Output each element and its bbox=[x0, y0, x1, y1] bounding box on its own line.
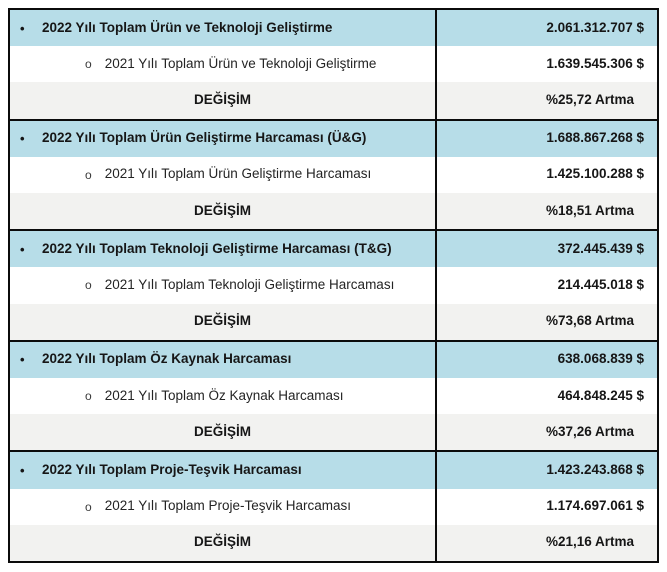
hollow-bullet-icon: o bbox=[85, 57, 92, 72]
metric-label-cell: • 2022 Yılı Toplam Ürün ve Teknoloji Gel… bbox=[10, 10, 435, 46]
metric-label-cell: o 2021 Yılı Toplam Ürün ve Teknoloji Gel… bbox=[10, 46, 435, 82]
metric-label-cell: • 2022 Yılı Toplam Öz Kaynak Harcaması bbox=[10, 342, 435, 378]
metric-2022-value: 1.688.867.268 $ bbox=[435, 120, 657, 157]
metric-2022-label: 2022 Yılı Toplam Ürün ve Teknoloji Geliş… bbox=[42, 19, 333, 35]
metric-2021-value: 214.445.018 $ bbox=[435, 267, 657, 304]
metric-2021-label: 2021 Yılı Toplam Ürün Geliştirme Harcama… bbox=[104, 166, 372, 182]
hollow-bullet-icon: o bbox=[85, 389, 92, 404]
filled-bullet-icon: • bbox=[20, 241, 25, 257]
change-value: %21,16 Artma bbox=[435, 524, 657, 561]
metric-section-oz-kaynak: • 2022 Yılı Toplam Öz Kaynak Harcaması 6… bbox=[10, 339, 657, 451]
row-change: DEĞİŞİM %21,16 Artma bbox=[10, 524, 657, 561]
metric-2022-value: 372.445.439 $ bbox=[435, 231, 657, 268]
row-change: DEĞİŞİM %37,26 Artma bbox=[10, 414, 657, 451]
metric-label-cell: o 2021 Yılı Toplam Teknoloji Geliştirme … bbox=[10, 267, 435, 303]
change-value: %37,26 Artma bbox=[435, 414, 657, 451]
change-label: DEĞİŞİM bbox=[193, 313, 251, 329]
metric-label-cell: o 2021 Yılı Toplam Öz Kaynak Harcaması bbox=[10, 378, 435, 414]
filled-bullet-icon: • bbox=[20, 352, 25, 368]
row-2021-total: o 2021 Yılı Toplam Öz Kaynak Harcaması 4… bbox=[10, 377, 657, 415]
metric-2022-value: 2.061.312.707 $ bbox=[435, 10, 657, 47]
metric-label-cell: • 2022 Yılı Toplam Proje-Teşvik Harcamas… bbox=[10, 452, 435, 488]
change-value: %18,51 Artma bbox=[435, 193, 657, 230]
metric-2022-label: 2022 Yılı Toplam Ürün Geliştirme Harcama… bbox=[42, 130, 367, 146]
row-2022-total: • 2022 Yılı Toplam Proje-Teşvik Harcamas… bbox=[10, 452, 657, 489]
metric-2021-label: 2021 Yılı Toplam Öz Kaynak Harcaması bbox=[104, 387, 344, 403]
rd-spending-comparison-table: • 2022 Yılı Toplam Ürün ve Teknoloji Gel… bbox=[8, 8, 659, 563]
metric-label-cell: o 2021 Yılı Toplam Ürün Geliştirme Harca… bbox=[10, 157, 435, 193]
metric-2021-value: 1.639.545.306 $ bbox=[435, 46, 657, 83]
metric-2022-label: 2022 Yılı Toplam Proje-Teşvik Harcaması bbox=[42, 462, 302, 478]
row-2022-total: • 2022 Yılı Toplam Öz Kaynak Harcaması 6… bbox=[10, 341, 657, 378]
change-label: DEĞİŞİM bbox=[193, 92, 251, 108]
row-2021-total: o 2021 Yılı Toplam Ürün Geliştirme Harca… bbox=[10, 156, 657, 193]
metric-2022-value: 638.068.839 $ bbox=[435, 341, 657, 378]
row-change: DEĞİŞİM %25,72 Artma bbox=[10, 82, 657, 119]
change-value: %25,72 Artma bbox=[435, 82, 657, 119]
metric-2021-value: 464.848.245 $ bbox=[435, 377, 657, 415]
metric-2021-label: 2021 Yılı Toplam Proje-Teşvik Harcaması bbox=[104, 498, 352, 514]
metric-2021-label: 2021 Yılı Toplam Ürün ve Teknoloji Geliş… bbox=[104, 55, 377, 71]
metric-2021-value: 1.425.100.288 $ bbox=[435, 156, 657, 193]
filled-bullet-icon: • bbox=[20, 462, 25, 478]
change-value: %73,68 Artma bbox=[435, 303, 657, 340]
change-label: DEĞİŞİM bbox=[193, 423, 251, 439]
metric-2021-label: 2021 Yılı Toplam Teknoloji Geliştirme Ha… bbox=[104, 277, 395, 293]
metric-2022-label: 2022 Yılı Toplam Teknoloji Geliştirme Ha… bbox=[42, 240, 392, 256]
change-label: DEĞİŞİM bbox=[193, 534, 251, 550]
hollow-bullet-icon: o bbox=[85, 499, 92, 514]
filled-bullet-icon: • bbox=[20, 131, 25, 147]
filled-bullet-icon: • bbox=[20, 20, 25, 36]
row-change: DEĞİŞİM %73,68 Artma bbox=[10, 303, 657, 340]
row-2022-total: • 2022 Yılı Toplam Teknoloji Geliştirme … bbox=[10, 231, 657, 268]
metric-section-proje-tesvik: • 2022 Yılı Toplam Proje-Teşvik Harcamas… bbox=[10, 450, 657, 561]
row-2021-total: o 2021 Yılı Toplam Ürün ve Teknoloji Gel… bbox=[10, 46, 657, 83]
hollow-bullet-icon: o bbox=[85, 167, 92, 182]
row-2022-total: • 2022 Yılı Toplam Ürün ve Teknoloji Gel… bbox=[10, 10, 657, 47]
metric-section-urun-gelistirme: • 2022 Yılı Toplam Ürün Geliştirme Harca… bbox=[10, 118, 657, 230]
metric-label-cell: • 2022 Yılı Toplam Teknoloji Geliştirme … bbox=[10, 231, 435, 267]
metric-2021-value: 1.174.697.061 $ bbox=[435, 488, 657, 525]
row-2021-total: o 2021 Yılı Toplam Proje-Teşvik Harcamas… bbox=[10, 488, 657, 525]
metric-2022-label: 2022 Yılı Toplam Öz Kaynak Harcaması bbox=[42, 351, 292, 367]
metric-label-cell: o 2021 Yılı Toplam Proje-Teşvik Harcamas… bbox=[10, 489, 435, 525]
hollow-bullet-icon: o bbox=[85, 278, 92, 293]
metric-section-teknoloji-gelistirme: • 2022 Yılı Toplam Teknoloji Geliştirme … bbox=[10, 229, 657, 340]
row-2022-total: • 2022 Yılı Toplam Ürün Geliştirme Harca… bbox=[10, 120, 657, 157]
metric-section-urun-ve-teknoloji: • 2022 Yılı Toplam Ürün ve Teknoloji Gel… bbox=[10, 10, 657, 119]
metric-label-cell: • 2022 Yılı Toplam Ürün Geliştirme Harca… bbox=[10, 121, 435, 157]
change-label: DEĞİŞİM bbox=[193, 202, 251, 218]
row-2021-total: o 2021 Yılı Toplam Teknoloji Geliştirme … bbox=[10, 267, 657, 304]
metric-2022-value: 1.423.243.868 $ bbox=[435, 452, 657, 489]
row-change: DEĞİŞİM %18,51 Artma bbox=[10, 193, 657, 230]
